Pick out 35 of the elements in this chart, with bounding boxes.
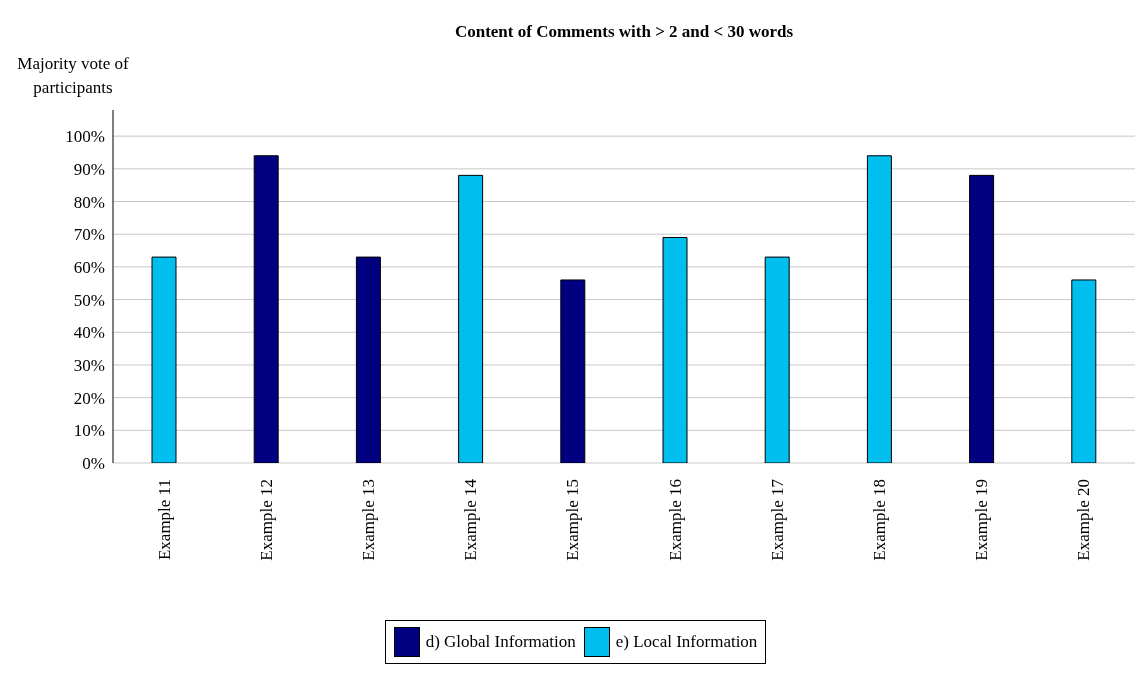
y-tick-label: 10% <box>73 421 105 441</box>
bar <box>458 174 484 463</box>
x-tick-label: Example 18 <box>870 479 889 561</box>
y-tick-label: 50% <box>73 290 105 310</box>
bar <box>969 174 995 463</box>
bar <box>866 155 892 463</box>
legend-label: e) Local Information <box>615 632 758 652</box>
bar <box>355 256 381 463</box>
y-tick-label: 30% <box>73 355 105 375</box>
x-tick-label: Example 16 <box>665 479 685 561</box>
x-tick-label: Example 12 <box>256 479 276 561</box>
y-tick-label: 70% <box>73 225 105 245</box>
y-axis-title: Majority vote of participants <box>16 53 130 99</box>
bar <box>764 256 790 463</box>
bar <box>151 256 177 463</box>
x-tick-label: Example 19 <box>972 479 992 561</box>
x-tick-label: Example 13 <box>359 479 378 561</box>
y-tick-label: 90% <box>73 159 105 179</box>
y-tick-label: 60% <box>73 257 105 277</box>
bar <box>560 279 586 463</box>
bar <box>1071 279 1097 463</box>
y-tick-label: 80% <box>73 192 105 212</box>
x-tick-label: Example 20 <box>1074 479 1094 561</box>
x-tick-label: Example 14 <box>461 478 481 561</box>
x-tick-label: Example 17 <box>767 478 787 561</box>
y-tick-label: 40% <box>73 323 105 343</box>
y-tick-label: 20% <box>73 388 105 408</box>
x-tick-label: Example 11 <box>154 479 174 561</box>
x-tick-label: Example 15 <box>563 479 583 561</box>
y-tick-label: 100% <box>65 127 105 147</box>
chart-title: Content of Comments with > 2 and < 30 words <box>453 22 795 42</box>
y-tick-label: 0% <box>82 454 105 474</box>
legend-label: d) Global Information <box>425 632 576 652</box>
bar <box>253 155 279 463</box>
bar <box>662 236 688 463</box>
